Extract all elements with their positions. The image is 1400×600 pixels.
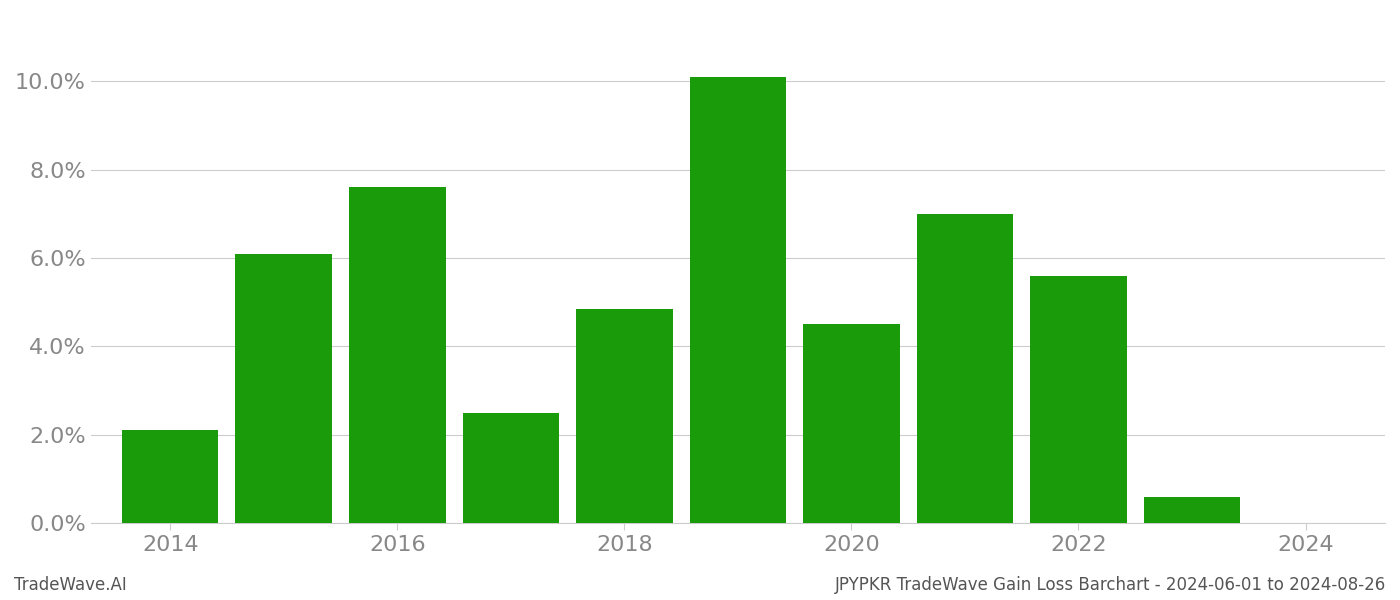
Bar xyxy=(690,77,787,523)
Bar xyxy=(1030,276,1127,523)
Bar xyxy=(122,430,218,523)
Bar xyxy=(1144,497,1240,523)
Bar xyxy=(804,325,900,523)
Bar xyxy=(917,214,1014,523)
Text: TradeWave.AI: TradeWave.AI xyxy=(14,576,127,594)
Bar xyxy=(575,309,672,523)
Bar xyxy=(349,187,445,523)
Text: JPYPKR TradeWave Gain Loss Barchart - 2024-06-01 to 2024-08-26: JPYPKR TradeWave Gain Loss Barchart - 20… xyxy=(834,576,1386,594)
Bar xyxy=(462,413,559,523)
Bar xyxy=(235,254,332,523)
